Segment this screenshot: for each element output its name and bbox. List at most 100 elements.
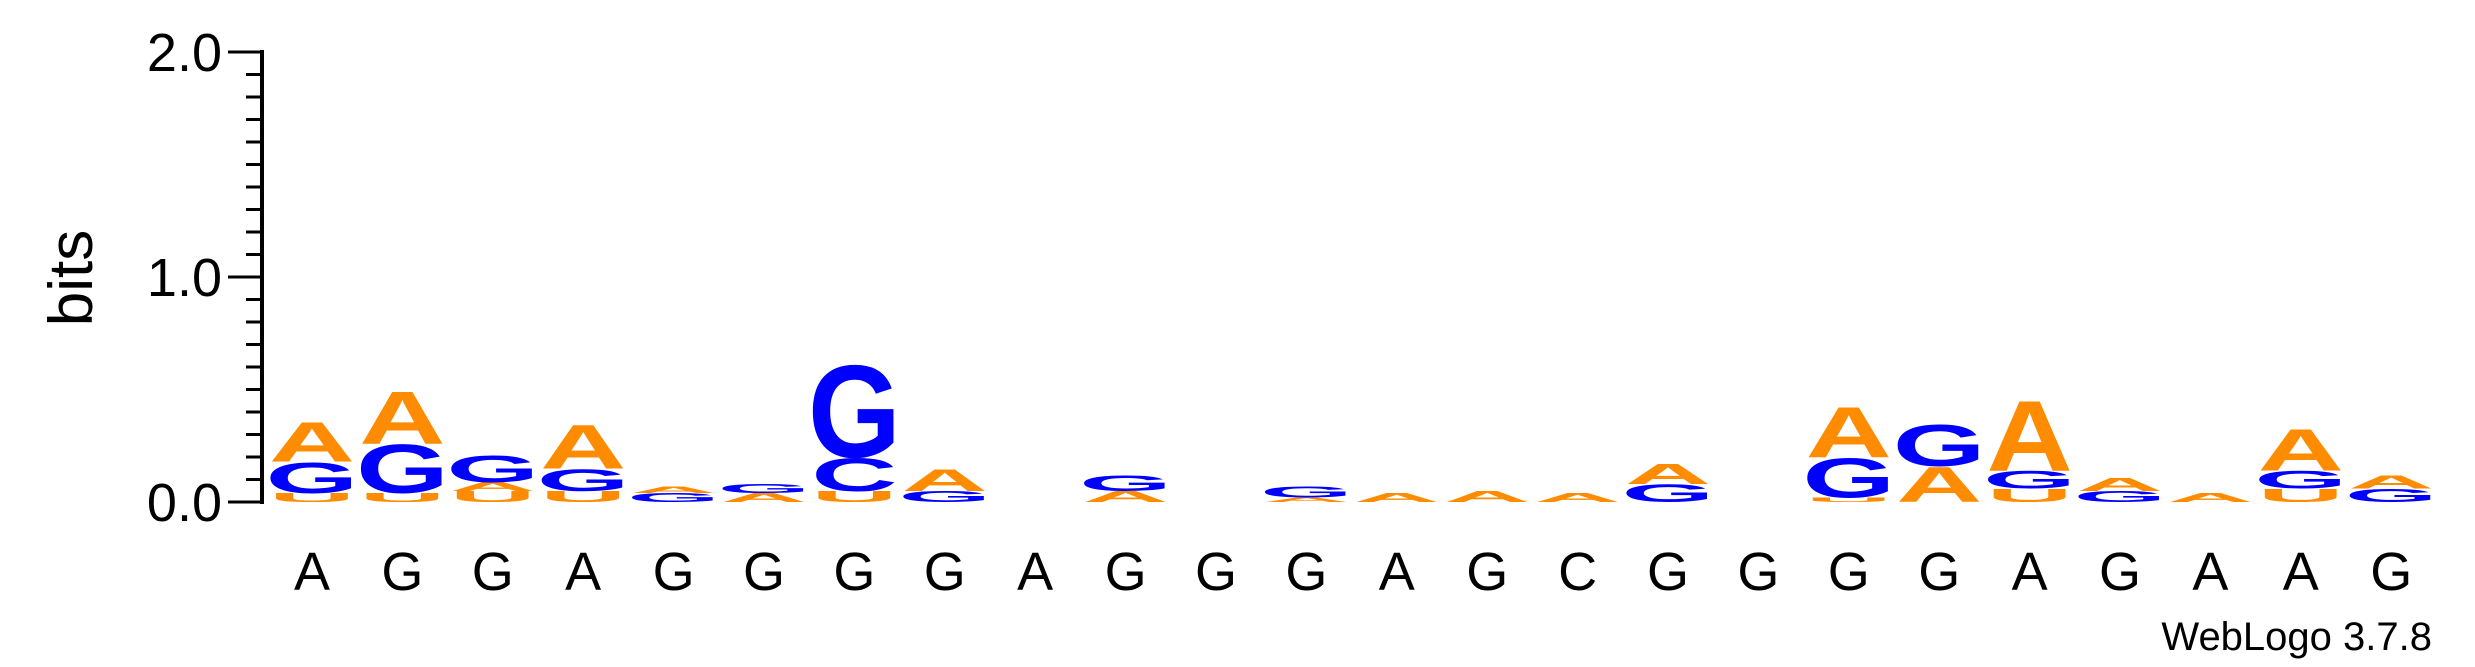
letter-stack: UGA [537, 412, 630, 505]
logo-letter-g: G [1622, 480, 1715, 508]
logo-letter-g: G [1260, 483, 1353, 501]
logo-letter-u: U [359, 491, 445, 505]
logo-letter-a: A [359, 376, 445, 460]
x-tick-label: A [2283, 542, 2319, 602]
logo-letter-a: A [1896, 457, 1982, 513]
x-tick-label: G [1105, 542, 1147, 602]
letter-stack: AG [718, 482, 811, 505]
x-tick-label: G [833, 542, 875, 602]
letter-stack: A [1444, 488, 1530, 506]
logo-letter-g: G [2074, 488, 2167, 506]
logo-letter-g: G [446, 448, 539, 490]
logo-letter-g: G [627, 491, 720, 505]
logo-letter-u: U [1806, 496, 1892, 503]
logo-letter-a: A [721, 491, 807, 505]
letter-stack: A [1534, 491, 1620, 505]
letter-stack: A [1354, 491, 1440, 505]
x-tick-label: G [743, 542, 785, 602]
x-tick-label: G [1647, 542, 1689, 602]
logo-letter-g: G [2254, 466, 2347, 494]
logo-letter-a: A [2258, 417, 2344, 483]
x-tick-label: G [1828, 542, 1870, 602]
y-axis: 0.0 1.0 2.0 [147, 23, 264, 533]
letter-stack: GA [1622, 459, 1715, 508]
x-tick-label: A [2192, 542, 2228, 602]
logo-letter-a: A [1263, 496, 1349, 503]
logo-letter-u: U [269, 491, 355, 505]
x-tick-label: G [1195, 542, 1237, 602]
x-tick-label: G [1737, 542, 1779, 602]
logo-letter-g: G [356, 431, 449, 508]
logo-letter-a: A [2348, 472, 2434, 493]
logo-letter-a: A [1354, 491, 1440, 505]
x-tick-label: G [924, 542, 966, 602]
weblogo-credit: WebLogo 3.7.8 [2161, 615, 2432, 659]
y-tick-label: 1.0 [147, 248, 222, 308]
logo-letter-a: A [630, 484, 716, 495]
logo-letter-u: U [2258, 485, 2344, 506]
logo-letter-g: G [266, 454, 359, 503]
logo-letter-u: U [811, 488, 897, 506]
x-tick-label: A [1017, 542, 1053, 602]
letter-stack: GA [2074, 474, 2167, 506]
x-tick-label: A [1379, 542, 1415, 602]
x-tick-label: G [653, 542, 695, 602]
letter-stack: UCG [808, 337, 901, 505]
logo-letter-a: A [1444, 488, 1530, 506]
logo-letter-a: A [540, 412, 626, 482]
letter-stack: UGA [1802, 392, 1895, 510]
x-tick-label: G [381, 542, 423, 602]
letter-stack: UGA [1983, 380, 2076, 506]
x-tick-label: C [1558, 542, 1597, 602]
x-tick-label: G [1918, 542, 1960, 602]
logo-letter-g: G [898, 488, 991, 506]
x-tick-label: A [565, 542, 601, 602]
logo-letter-a: A [2077, 474, 2163, 495]
letter-stack: AG [1893, 413, 1986, 513]
logo-letter-u: U [540, 488, 626, 506]
y-tick-label: 2.0 [147, 23, 222, 83]
letter-stack: UGA [266, 410, 359, 505]
x-tick-label: A [294, 542, 330, 602]
logo-letter-a: A [269, 410, 355, 474]
letter-stack: UGA [356, 376, 449, 508]
x-tick-label: G [1285, 542, 1327, 602]
letter-stack: AG [1260, 483, 1353, 503]
y-tick-label: 0.0 [147, 473, 222, 533]
letter-stack: GA [898, 462, 991, 505]
letter-stack: GA [2345, 472, 2438, 506]
logo-letter-g: G [2345, 485, 2438, 506]
logo-letter-g: G [537, 462, 630, 497]
logo-letter-a: A [902, 462, 988, 497]
logo-letter-g: G [1893, 413, 1986, 479]
letter-stack: UAG [446, 448, 539, 506]
logo-letter-c: C [811, 449, 897, 501]
logo-letter-a: A [1534, 491, 1620, 505]
logo-letter-g: G [718, 482, 811, 496]
logo-letter-u: U [1986, 485, 2072, 506]
logo-letter-a: A [2167, 491, 2253, 505]
x-tick-label: G [2370, 542, 2412, 602]
logo-letter-a: A [1082, 488, 1168, 506]
x-tick-label: G [2099, 542, 2141, 602]
logo-letter-u: U [450, 488, 536, 506]
x-tick-label: G [1466, 542, 1508, 602]
x-tick-label: G [472, 542, 514, 602]
letter-stack: A [2167, 491, 2253, 505]
logo-letter-a: A [450, 479, 536, 493]
logo-letter-a: A [1806, 392, 1892, 473]
letter-stack: GA [627, 484, 720, 504]
letter-stack: UGA [2254, 417, 2347, 506]
x-tick-label: A [2012, 542, 2048, 602]
logo-letter-g: G [808, 337, 901, 485]
y-axis-label: bits [37, 230, 106, 326]
logo-letter-a: A [1625, 459, 1711, 491]
logo-letter-g: G [1079, 471, 1172, 496]
logo-letter-g: G [1802, 446, 1895, 510]
logo-letter-a: A [1986, 380, 2072, 492]
logo-letter-g: G [1983, 466, 2076, 494]
letter-stack: AG [1079, 471, 1172, 505]
